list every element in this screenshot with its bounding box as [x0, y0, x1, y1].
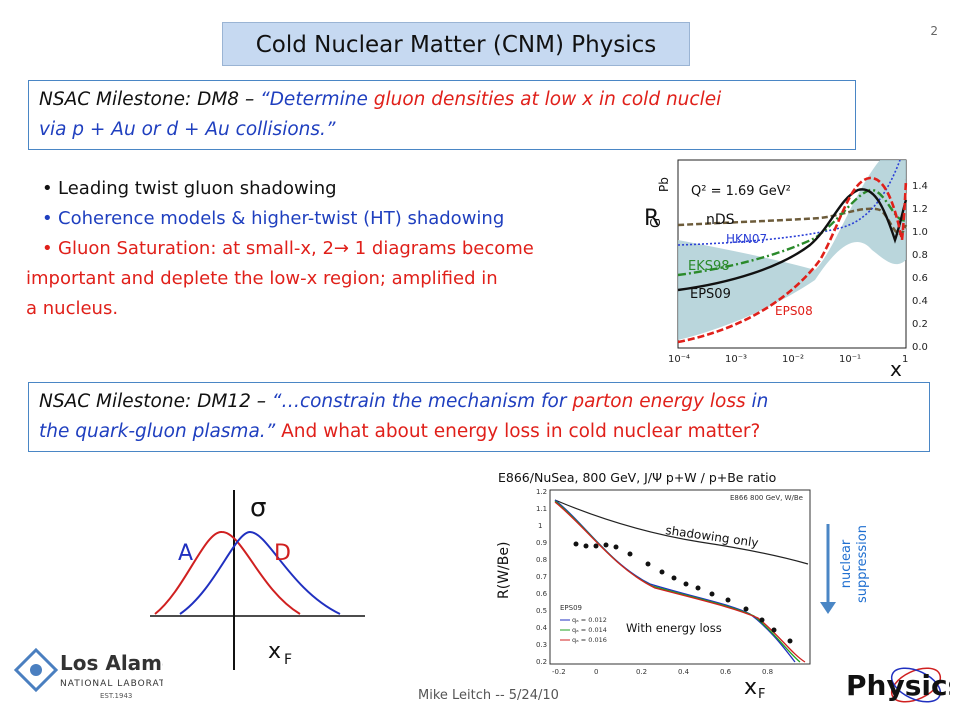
- e866-ytick: 0.2: [536, 658, 547, 666]
- los-alamos-sub: NATIONAL LABORATORY: [60, 679, 163, 689]
- bullet-leading-twist: Leading twist gluon shadowing: [42, 174, 642, 204]
- e866-ytick: 0.5: [536, 607, 547, 615]
- physics-logo-text: Physics: [846, 669, 950, 702]
- shadow-xlabel: x: [890, 357, 902, 381]
- bullet-saturation: Gluon Saturation: at small-x, 2→ 1 diagr…: [42, 234, 642, 264]
- e866-data-points: [573, 541, 793, 644]
- shadow-xtick: 10⁻³: [725, 354, 747, 365]
- e866-plot: E866/NuSea, 800 GeV, J/Ψ p+W / p+Be rati…: [496, 470, 870, 700]
- xf-label: x: [268, 639, 281, 664]
- legend-item: qₐ = 0.012: [572, 616, 607, 624]
- milestone-dm8-gluon: gluon densities at low x in cold nuclei: [373, 89, 722, 110]
- e866-ytick: 0.7: [536, 573, 547, 581]
- legend-item: qₐ = 0.016: [572, 636, 607, 644]
- shadow-ylabel-sub: G: [649, 218, 664, 228]
- e866-inner-title: E866 800 GeV, W/Be: [730, 494, 803, 502]
- bullet-saturation-after: 1 diagrams become: [349, 238, 534, 259]
- e866-xlabel: x: [744, 675, 757, 700]
- xf-label-sub: F: [284, 652, 292, 668]
- physics-logo: Physics: [846, 667, 950, 703]
- bullet-coherence: Coherence models & higher-twist (HT) sha…: [42, 204, 642, 234]
- milestone-dm8-box: NSAC Milestone: DM8 – “Determine gluon d…: [28, 80, 856, 150]
- down-arrow-icon: [820, 602, 836, 614]
- shadow-xtick: 10⁻²: [782, 354, 804, 365]
- milestone-dm8-close-quote: ”: [325, 119, 336, 140]
- milestone-dm12-box: NSAC Milestone: DM12 – “…constrain the m…: [28, 382, 930, 452]
- milestone-dm8-open-quote: “: [260, 89, 270, 110]
- e866-xtick: 0.8: [762, 668, 773, 676]
- e866-ytick: 0.6: [536, 590, 548, 598]
- shadow-ytick: 1.2: [912, 204, 928, 215]
- shadow-ytick: 1.4: [912, 181, 928, 192]
- shadow-ytick: 0.0: [912, 342, 928, 353]
- e866-ytick: 1.1: [536, 505, 547, 513]
- e866-xlabel-sub: F: [758, 687, 765, 700]
- e866-xtick: -0.2: [552, 668, 566, 676]
- bullet-saturation-cont1: important and deplete the low-x region; …: [26, 268, 498, 289]
- los-alamos-name: Los Alamos: [60, 651, 163, 675]
- milestone-dm12-quote: “…constrain the mechanism for: [271, 391, 573, 412]
- shadow-q2: Q² = 1.69 GeV²: [691, 184, 791, 199]
- los-alamos-logo: Los Alamos NATIONAL LABORATORY EST.1943: [13, 647, 163, 700]
- milestone-dm12-qgp: the quark-gluon plasma.”: [39, 421, 276, 442]
- shadow-xtick: 10⁻⁴: [668, 354, 690, 365]
- e866-ytick: 1: [538, 522, 542, 530]
- footer-author-date: Mike Leitch -- 5/24/10: [418, 688, 559, 703]
- slide-title: Cold Nuclear Matter (CNM) Physics: [222, 22, 690, 66]
- nuclear-label: nuclear: [839, 539, 854, 588]
- milestone-dm12-prefix: NSAC Milestone: DM12 –: [39, 391, 272, 412]
- e866-ytick: 0.3: [536, 641, 547, 649]
- slide-number: 2: [930, 24, 938, 38]
- los-alamos-emblem-icon: [13, 647, 59, 693]
- arrow-icon: →: [333, 238, 350, 259]
- suppression-label: suppression: [855, 525, 870, 603]
- e866-header: E866/NuSea, 800 GeV, J/Ψ p+W / p+Be rati…: [498, 470, 776, 485]
- e866-ytick: 1.2: [536, 488, 547, 496]
- milestone-dm12-red: parton energy loss: [572, 391, 746, 412]
- shadow-ytick: 0.4: [912, 296, 928, 307]
- milestone-dm12-question: And what about energy loss in cold nucle…: [275, 421, 761, 442]
- shadow-ytick: 0.6: [912, 273, 928, 284]
- shadow-ylabel: R: [644, 206, 659, 231]
- e866-ytick: 0.8: [536, 556, 547, 564]
- milestone-dm12-in: in: [745, 391, 769, 412]
- xf-distribution-diagram: σ A D x F: [150, 490, 365, 670]
- shadow-xtick: 10⁻¹: [839, 354, 861, 365]
- e866-xtick: 0: [594, 668, 598, 676]
- e866-ytick: 0.9: [536, 539, 547, 547]
- curve-a-label: A: [178, 541, 193, 566]
- bullet-saturation-text: Gluon Saturation: at small-x, 2: [58, 238, 334, 259]
- shadow-ylabel-sup: Pb: [657, 177, 671, 192]
- bullet-list: Leading twist gluon shadowing Coherence …: [26, 174, 642, 324]
- sigma-label: σ: [250, 493, 266, 523]
- label-eks98: EKS98: [688, 259, 730, 274]
- bullet-saturation-cont2: a nucleus.: [26, 298, 119, 319]
- milestone-dm8-prefix: NSAC Milestone: DM8 –: [39, 89, 261, 110]
- label-hkn07: HKN07: [726, 232, 767, 246]
- milestone-dm8-determine: Determine: [269, 89, 374, 110]
- e866-xtick: 0.6: [720, 668, 732, 676]
- gluon-shadowing-plot: 0.0 0.2 0.4 0.6 0.8 1.0 1.2 1.4 10⁻⁴ 10⁻…: [640, 150, 940, 385]
- label-nds: nDS: [706, 212, 735, 228]
- energy-loss-label: With energy loss: [626, 621, 722, 635]
- shadow-ytick: 0.8: [912, 250, 928, 261]
- shadow-xtick: 1: [902, 354, 908, 365]
- shadow-ytick: 0.2: [912, 319, 928, 330]
- e866-ytick: 0.4: [536, 624, 548, 632]
- milestone-dm8-rest: via p + Au or d + Au collisions.: [39, 119, 326, 140]
- los-alamos-est: EST.1943: [100, 692, 132, 700]
- shadow-ytick: 1.0: [912, 227, 928, 238]
- label-eps08: EPS08: [775, 304, 813, 318]
- legend-title: EPS09: [560, 604, 582, 612]
- e866-xtick: 0.4: [678, 668, 690, 676]
- legend-item: qₐ = 0.014: [572, 626, 607, 634]
- e866-ylabel: R(W/Be): [496, 542, 512, 599]
- curve-d-label: D: [274, 541, 291, 566]
- label-eps09: EPS09: [690, 287, 731, 302]
- e866-xtick: 0.2: [636, 668, 647, 676]
